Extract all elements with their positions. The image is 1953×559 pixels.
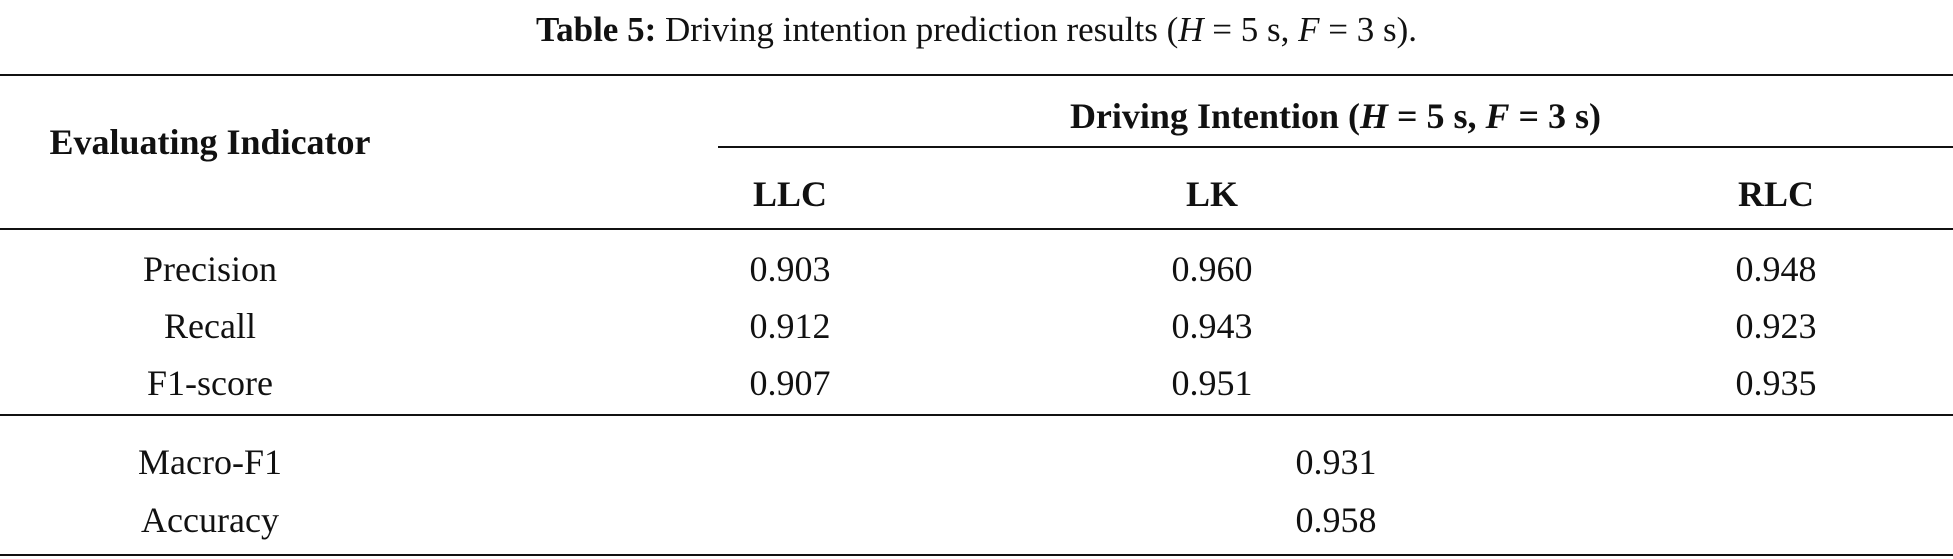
cell-recall-lk: 0.943	[1171, 306, 1253, 346]
row-label-precision: Precision	[143, 249, 277, 289]
group-header-rule	[718, 146, 1953, 148]
table-top-rule	[0, 74, 1953, 76]
cell-precision-rlc: 0.948	[1735, 249, 1817, 289]
caption-label: Table 5:	[535, 10, 657, 49]
caption-h-var: H	[1178, 10, 1204, 49]
group-header-h-value: = 5 s,	[1387, 96, 1486, 136]
caption-text: Driving intention prediction results (	[656, 10, 1179, 49]
row-label-f1-score: F1-score	[147, 363, 273, 403]
row-label-accuracy: Accuracy	[141, 500, 279, 540]
group-header: Driving Intention (H = 5 s, F = 3 s)	[718, 92, 1953, 140]
group-header-h-var: H	[1359, 96, 1388, 136]
cell-recall-llc: 0.912	[749, 306, 831, 346]
column-header-lk: LK	[1185, 174, 1238, 214]
cell-f1-llc: 0.907	[749, 363, 831, 403]
group-header-f-value: = 3 s)	[1509, 96, 1602, 136]
cell-f1-rlc: 0.935	[1735, 363, 1817, 403]
cell-recall-rlc: 0.923	[1735, 306, 1817, 346]
caption-h-value: = 5 s,	[1203, 10, 1299, 49]
header-bottom-rule	[0, 228, 1953, 230]
table-bottom-rule	[0, 554, 1953, 556]
caption-f-value: = 3 s).	[1319, 10, 1418, 49]
row-header: Evaluating Indicator	[49, 122, 371, 162]
cell-precision-lk: 0.960	[1171, 249, 1253, 289]
group-header-text: Driving Intention (	[1069, 96, 1360, 136]
cell-accuracy: 0.958	[1295, 500, 1377, 540]
summary-top-rule	[0, 414, 1953, 416]
column-header-llc: LLC	[752, 174, 828, 214]
table-caption: Table 5: Driving intention prediction re…	[0, 6, 1953, 54]
cell-macro-f1: 0.931	[1295, 442, 1377, 482]
row-label-macro-f1: Macro-F1	[138, 442, 282, 482]
row-label-recall: Recall	[164, 306, 256, 346]
column-header-rlc: RLC	[1737, 174, 1814, 214]
cell-f1-lk: 0.951	[1171, 363, 1253, 403]
cell-precision-llc: 0.903	[749, 249, 831, 289]
caption-f-var: F	[1298, 10, 1320, 49]
group-header-f-var: F	[1485, 96, 1510, 136]
